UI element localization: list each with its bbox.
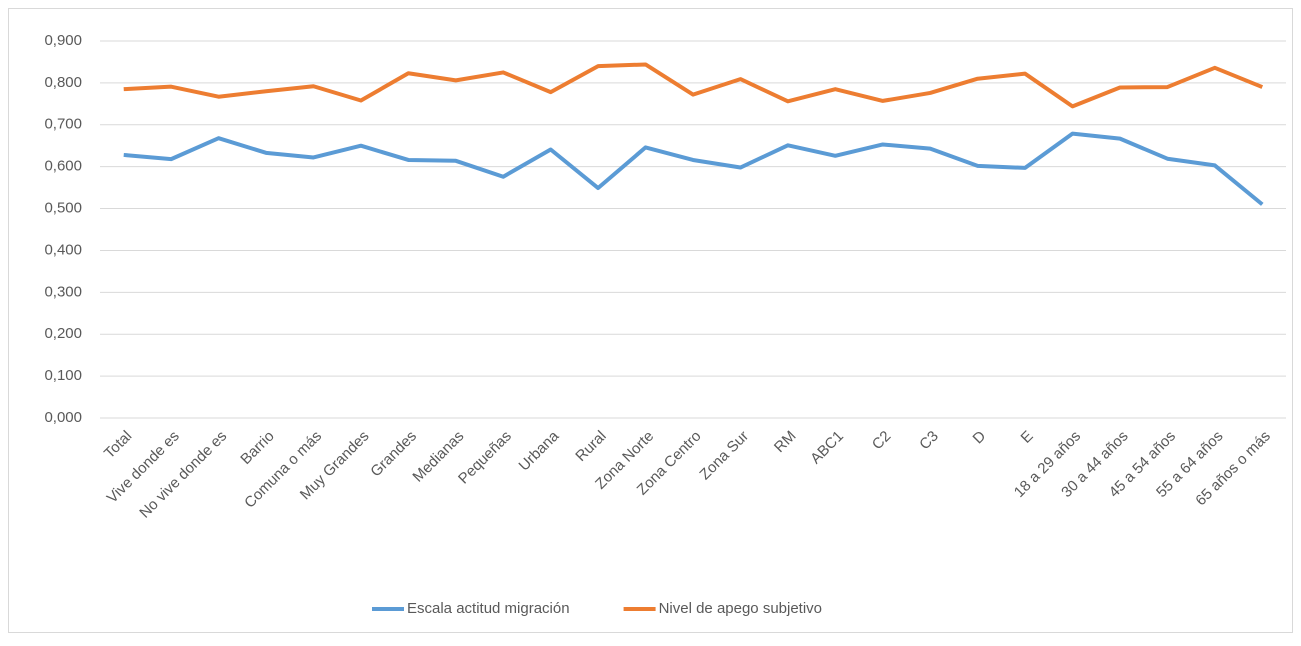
y-tick-label: 0,600 xyxy=(44,158,82,175)
y-tick-label: 0,700 xyxy=(44,116,82,133)
legend-label: Nivel de apego subjetivo xyxy=(659,600,822,617)
y-tick-label: 0,400 xyxy=(44,241,82,258)
series-line xyxy=(123,131,1264,206)
series-line xyxy=(123,62,1264,109)
legend-label: Escala actitud migración xyxy=(407,600,570,617)
y-tick-label: 0,100 xyxy=(44,367,82,384)
y-tick-label: 0,200 xyxy=(44,325,82,342)
y-tick-label: 0,900 xyxy=(44,32,82,49)
y-tick-label: 0,300 xyxy=(44,283,82,300)
chart-border xyxy=(8,8,1293,633)
y-tick-label: 0,500 xyxy=(44,200,82,217)
y-tick-label: 0,000 xyxy=(44,409,82,426)
y-tick-label: 0,800 xyxy=(44,74,82,91)
